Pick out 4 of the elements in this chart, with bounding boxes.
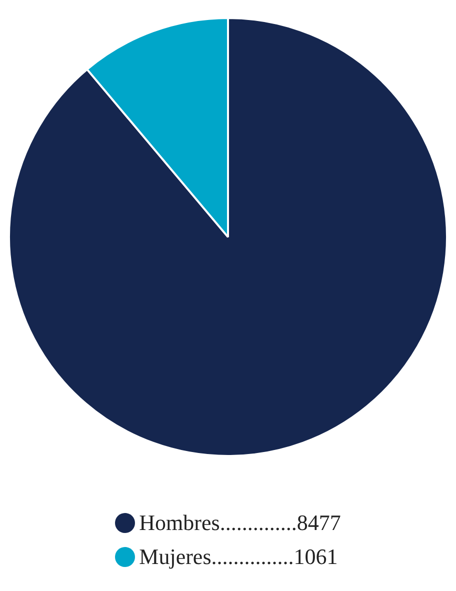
legend-label: Mujeres............... xyxy=(139,544,294,570)
slice-label: Hombres.............. xyxy=(139,510,297,536)
data-label: 8477 xyxy=(296,510,341,536)
data-label: 1061 xyxy=(294,544,338,570)
